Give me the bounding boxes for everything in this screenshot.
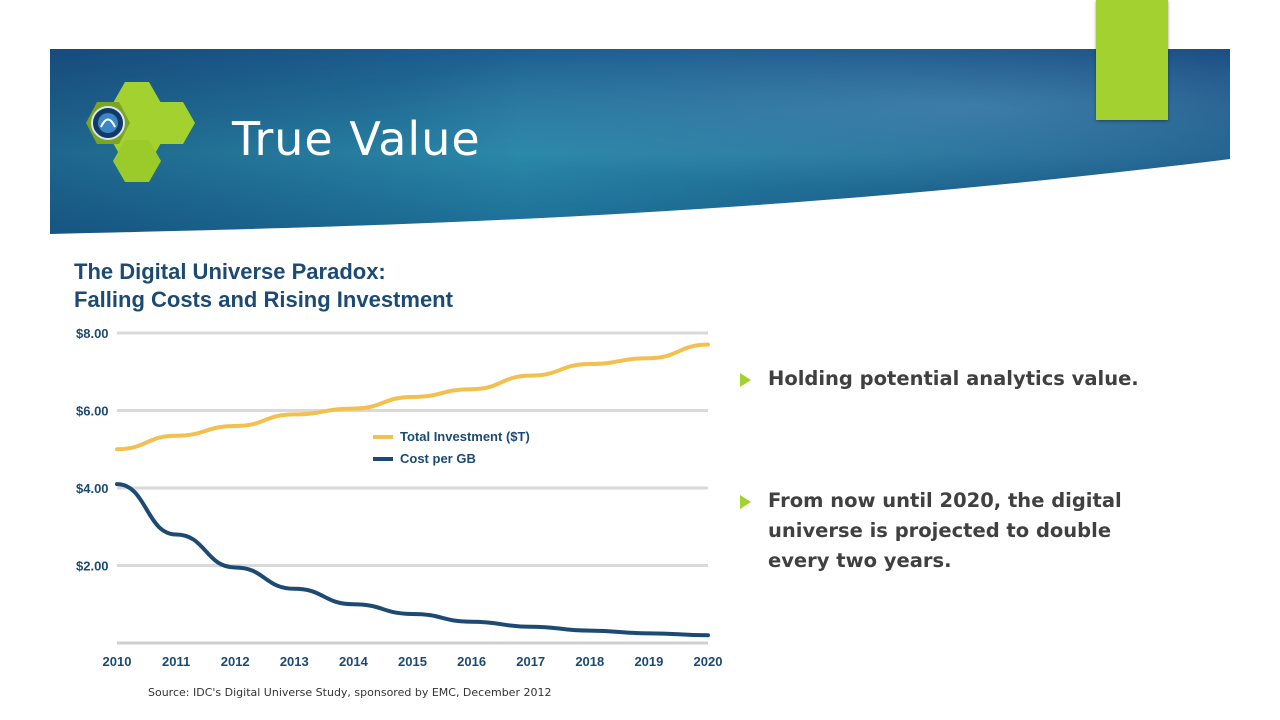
- data-point: [647, 356, 651, 360]
- data-point: [706, 633, 710, 637]
- x-tick-label: 2019: [634, 654, 663, 669]
- data-point: [529, 625, 533, 629]
- data-point: [174, 533, 178, 536]
- x-tick-label: 2020: [694, 654, 723, 669]
- data-point: [115, 447, 119, 451]
- chart-title: The Digital Universe Paradox: Falling Co…: [74, 258, 453, 314]
- green-arrow-bullet-icon: [740, 495, 751, 509]
- data-point: [529, 374, 533, 378]
- data-point: [647, 631, 651, 635]
- data-point: [292, 412, 296, 416]
- bullet-text: From now until 2020, the digital univers…: [768, 489, 1122, 572]
- data-point: [588, 362, 592, 366]
- data-point: [411, 612, 414, 616]
- x-tick-label: 2017: [516, 654, 545, 669]
- data-point: [588, 629, 592, 633]
- line-chart: $2.00 $4.00 $6.00 $8.00 2010 2011 2012 2013 2014…: [76, 326, 723, 669]
- data-point: [233, 424, 237, 428]
- data-point: [470, 620, 474, 624]
- y-tick-label: $8.00: [76, 326, 109, 341]
- data-point: [351, 602, 355, 606]
- y-tick-label: $4.00: [76, 481, 109, 496]
- chart-title-line-2: Falling Costs and Rising Investment: [74, 287, 453, 312]
- x-tick-label: 2014: [339, 654, 369, 669]
- banner-swoosh: [50, 159, 1230, 239]
- y-tick-label: $2.00: [76, 559, 109, 574]
- x-tick-label: 2015: [398, 654, 427, 669]
- y-tick-label: $6.00: [76, 404, 109, 419]
- data-point: [470, 387, 474, 391]
- data-point: [351, 407, 355, 411]
- series-line-cost-per-gb: [115, 482, 710, 638]
- data-point: [233, 565, 237, 569]
- x-tick-label: 2012: [221, 654, 250, 669]
- data-point: [292, 587, 296, 591]
- bullet-item: From now until 2020, the digital univers…: [740, 486, 1140, 576]
- data-point: [174, 434, 178, 438]
- slide-title: True Value: [232, 112, 481, 166]
- data-point: [411, 395, 414, 399]
- bullet-text: Holding potential analytics value.: [768, 367, 1139, 390]
- x-tick-label: 2013: [280, 654, 309, 669]
- data-point: [706, 343, 710, 347]
- hexagon-cluster-logo: [86, 82, 195, 182]
- x-tick-label: 2010: [103, 654, 132, 669]
- x-tick-label: 2016: [457, 654, 486, 669]
- bullet-item: Holding potential analytics value.: [740, 364, 1140, 394]
- bullet-list: Holding potential analytics value. From …: [740, 364, 1140, 576]
- chart-title-line-1: The Digital Universe Paradox:: [74, 259, 386, 284]
- green-accent-tab: [1096, 0, 1168, 120]
- data-point: [115, 482, 119, 486]
- x-tick-label: 2018: [575, 654, 604, 669]
- green-arrow-bullet-icon: [740, 373, 751, 387]
- title-banner: [50, 49, 1230, 239]
- legend-label: Cost per GB: [400, 451, 476, 466]
- source-note: Source: IDC's Digital Universe Study, sp…: [148, 686, 552, 699]
- x-tick-label: 2011: [162, 654, 190, 669]
- legend-label: Total Investment ($T): [400, 429, 530, 444]
